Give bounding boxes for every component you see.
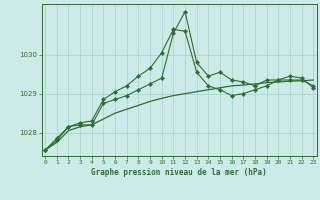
X-axis label: Graphe pression niveau de la mer (hPa): Graphe pression niveau de la mer (hPa) <box>91 168 267 177</box>
